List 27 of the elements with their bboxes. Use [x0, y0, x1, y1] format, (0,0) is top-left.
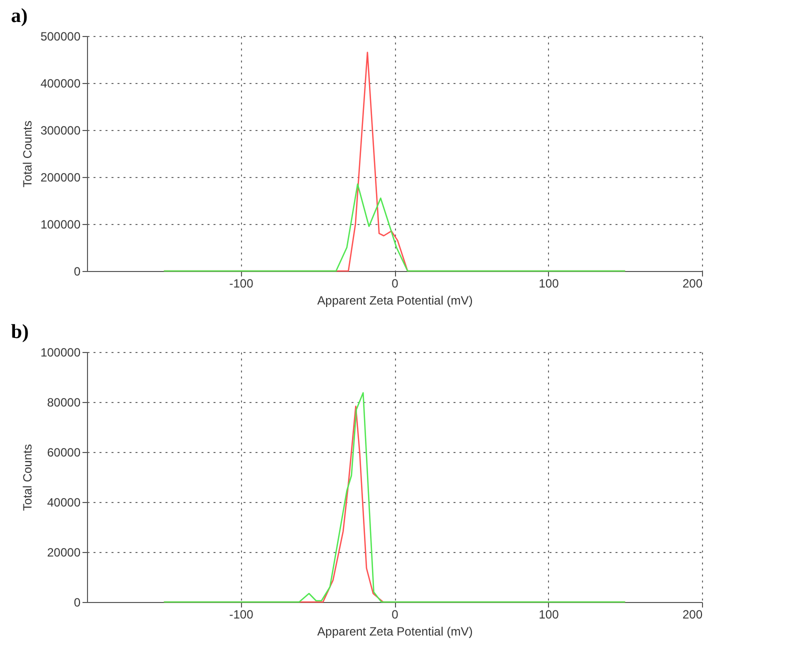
- x-tick-label: 200: [682, 276, 703, 290]
- x-tick-label: 100: [538, 608, 560, 622]
- y-tick-label: 40000: [47, 496, 81, 510]
- y-axis-title: Total Counts: [20, 120, 34, 188]
- y-tick-label: 400000: [40, 76, 81, 90]
- y-axis-title: Total Counts: [20, 444, 34, 511]
- x-tick-label: -100: [229, 276, 254, 290]
- y-tick-label: 0: [74, 596, 81, 610]
- y-tick-label: 500000: [40, 30, 81, 44]
- y-tick-label: 20000: [47, 546, 81, 560]
- x-tick-label: 0: [392, 276, 399, 290]
- chart-title: a): [10, 5, 28, 27]
- y-tick-label: 100000: [40, 218, 81, 232]
- x-tick-label: 200: [682, 608, 703, 622]
- line-series: [163, 183, 626, 272]
- x-axis-title: Apparent Zeta Potential (mV): [317, 624, 473, 638]
- y-tick-label: 80000: [47, 396, 81, 410]
- x-axis-title: Apparent Zeta Potential (mV): [317, 294, 473, 308]
- chart-title: b): [10, 321, 29, 343]
- x-tick-label: -100: [229, 608, 254, 622]
- y-tick-label: 200000: [40, 170, 81, 184]
- y-tick-label: 0: [74, 264, 81, 278]
- x-tick-label: 0: [392, 608, 399, 622]
- y-tick-label: 60000: [47, 446, 81, 460]
- x-tick-label: 100: [538, 276, 560, 290]
- y-tick-label: 300000: [40, 124, 81, 138]
- y-tick-label: 100000: [40, 346, 81, 360]
